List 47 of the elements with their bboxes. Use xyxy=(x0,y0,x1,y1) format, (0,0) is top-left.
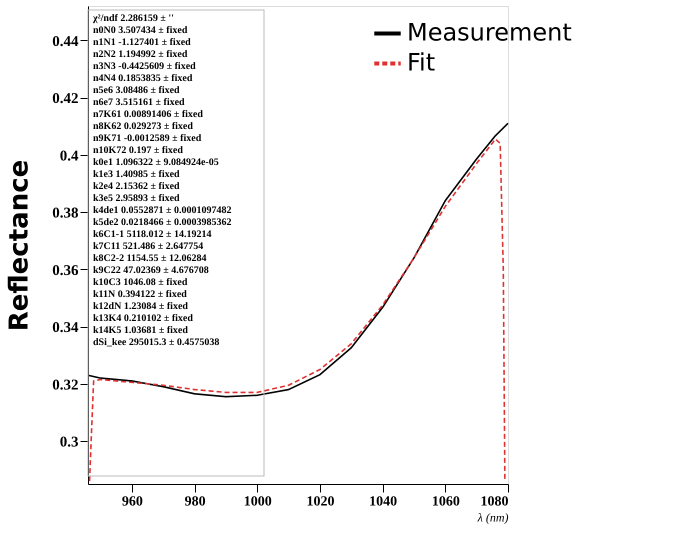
annotation: n8K62 0.029273 ± fixed xyxy=(93,121,194,132)
y-tick-label: 0.3 xyxy=(60,434,78,451)
annotation: k8C2-2 1154.55 ± 12.06284 xyxy=(93,253,207,264)
annotation: k3e5 2.95893 ± fixed xyxy=(93,193,180,204)
annotation: k2e4 2.15362 ± fixed xyxy=(93,181,180,192)
annotation: dSi_kee 295015.3 ± 0.4575038 xyxy=(93,337,220,348)
annotation: k0e1 1.096322 ± 9.084924e-05 xyxy=(93,157,219,168)
annotation: n7K61 0.00891406 ± fixed xyxy=(93,109,204,120)
annotation: n10K72 0.197 ± fixed xyxy=(93,145,184,156)
annotation: n1N1 -1.127401 ± fixed xyxy=(93,37,192,48)
x-tick-label: 960 xyxy=(122,494,143,510)
annotation: k1e3 1.40985 ± fixed xyxy=(93,169,180,180)
legend-label: Fit xyxy=(407,48,436,76)
annotation: k14K5 1.03681 ± fixed xyxy=(93,325,188,336)
legend-label: Measurement xyxy=(407,18,572,46)
annotation: n2N2 1.194992 ± fixed xyxy=(93,49,188,60)
y-tick-label: 0.38 xyxy=(52,206,78,222)
annotation: n4N4 0.1853835 ± fixed xyxy=(93,73,193,84)
x-tick-label: 1040 xyxy=(369,494,398,510)
annotation: n6e7 3.515161 ± fixed xyxy=(93,97,186,108)
x-tick-label: 1000 xyxy=(244,494,272,510)
annotation: k12dN 1.23084 ± fixed xyxy=(93,301,188,312)
y-tick-label: 0.42 xyxy=(52,91,78,108)
y-tick-label: 0.32 xyxy=(52,377,78,394)
annotation: k4de1 0.0552871 ± 0.0001097482 xyxy=(93,205,232,216)
annotation: k10C3 1046.08 ± fixed xyxy=(93,277,188,288)
annotation: k13K4 0.210102 ± fixed xyxy=(93,313,194,324)
annotation: χ²/ndf 2.286159 ± '' xyxy=(92,13,174,24)
y-tick-label: 0.44 xyxy=(52,34,79,50)
annotation: n0N0 3.507434 ± fixed xyxy=(93,25,188,36)
annotation: k7C11 521.486 ± 2.647754 xyxy=(93,241,204,252)
annotation: n3N3 -0.4425609 ± fixed xyxy=(93,61,196,72)
annotation: k6C1-1 5118.012 ± 14.19214 xyxy=(93,229,212,240)
annotation: k11N 0.394122 ± fixed xyxy=(93,289,188,300)
annotation: k9C22 47.02369 ± 4.676708 xyxy=(93,265,209,276)
y-tick-label: 0.36 xyxy=(52,262,79,279)
x-tick-label: 1060 xyxy=(432,494,460,510)
annotation: k5de2 0.0218466 ± 0.0003985362 xyxy=(93,217,232,228)
x-tick-label: 1020 xyxy=(306,494,334,510)
x-tick-label: 1080 xyxy=(480,494,508,510)
y-axis-title: Reflectance xyxy=(4,160,34,332)
y-tick-label: 0.34 xyxy=(52,320,79,336)
x-tick-label: 980 xyxy=(184,494,206,510)
y-tick-label: 0.4 xyxy=(60,148,79,164)
x-axis-title: λ (nm) xyxy=(476,510,508,524)
annotation: n5e6 3.08486 ± fixed xyxy=(93,85,180,96)
annotation: n9K71 -0.0012589 ± fixed xyxy=(93,133,202,144)
